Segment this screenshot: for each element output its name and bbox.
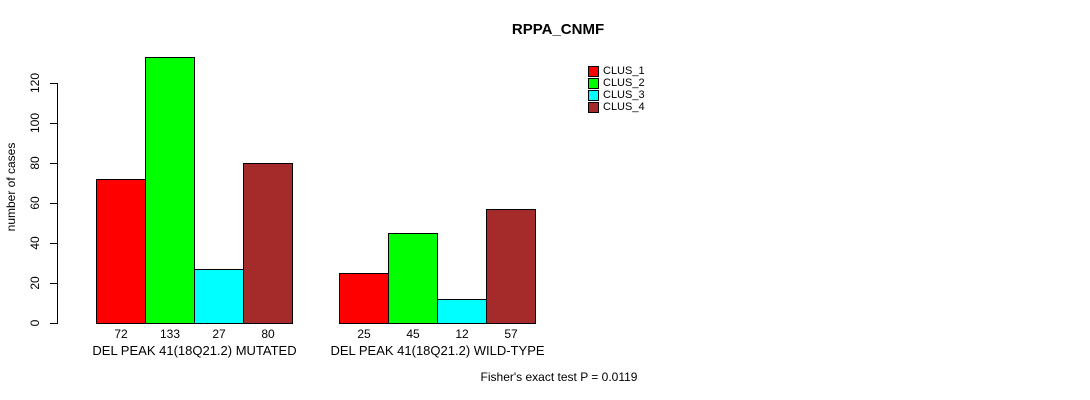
bar-value-label: 80 <box>261 327 275 341</box>
bar-clus_4-group1 <box>243 163 293 324</box>
y-tick-label: 100 <box>28 112 42 134</box>
y-tick <box>50 123 57 124</box>
x-axis-group-label: DEL PEAK 41(18Q21.2) WILD-TYPE <box>330 343 545 358</box>
y-tick-label: 120 <box>28 72 42 94</box>
y-axis-label: number of cases <box>4 142 18 232</box>
y-tick <box>50 203 57 204</box>
y-tick-label: 60 <box>28 196 42 210</box>
chart-title: RPPA_CNMF <box>511 21 605 38</box>
y-tick <box>50 83 57 84</box>
bar-value-label: 72 <box>114 327 128 341</box>
bar-clus_1-group1 <box>96 179 146 324</box>
legend: CLUS_1 CLUS_2 CLUS_3 CLUS_4 <box>588 65 645 113</box>
y-axis-line <box>57 83 58 324</box>
legend-label: CLUS_3 <box>603 89 645 101</box>
bar-value-label: 57 <box>504 327 518 341</box>
legend-swatch <box>588 101 599 113</box>
bar-clus_1-group2 <box>339 273 389 324</box>
y-tick-label: 40 <box>28 236 42 250</box>
legend-label: CLUS_2 <box>603 77 645 89</box>
bar-value-label: 133 <box>159 327 181 341</box>
bar-clus_4-group2 <box>486 209 536 324</box>
legend-item: CLUS_4 <box>588 101 645 113</box>
legend-swatch <box>588 89 599 101</box>
y-tick-label: 80 <box>28 156 42 170</box>
bar-value-label: 27 <box>212 327 226 341</box>
legend-swatch <box>588 77 599 89</box>
x-axis-group-label: DEL PEAK 41(18Q21.2) MUTATED <box>92 343 297 358</box>
y-tick-label: 0 <box>28 319 42 327</box>
y-tick <box>50 163 57 164</box>
legend-label: CLUS_1 <box>603 65 645 77</box>
y-tick <box>50 283 57 284</box>
legend-label: CLUS_4 <box>603 101 645 113</box>
bar-value-label: 12 <box>455 327 469 341</box>
y-tick <box>50 243 57 244</box>
fisher-exact-test-note: Fisher's exact test P = 0.0119 <box>480 370 638 384</box>
bar-value-label: 25 <box>357 327 371 341</box>
legend-item: CLUS_1 <box>588 65 645 77</box>
bar-clus_2-group2 <box>388 233 438 324</box>
legend-item: CLUS_2 <box>588 77 645 89</box>
y-tick <box>50 323 57 324</box>
bar-clus_3-group2 <box>437 299 487 324</box>
bar-clus_3-group1 <box>194 269 244 324</box>
y-tick-label: 20 <box>28 276 42 290</box>
bar-value-label: 45 <box>406 327 420 341</box>
bar-clus_2-group1 <box>145 57 195 324</box>
legend-swatch <box>588 65 599 77</box>
legend-item: CLUS_3 <box>588 89 645 101</box>
